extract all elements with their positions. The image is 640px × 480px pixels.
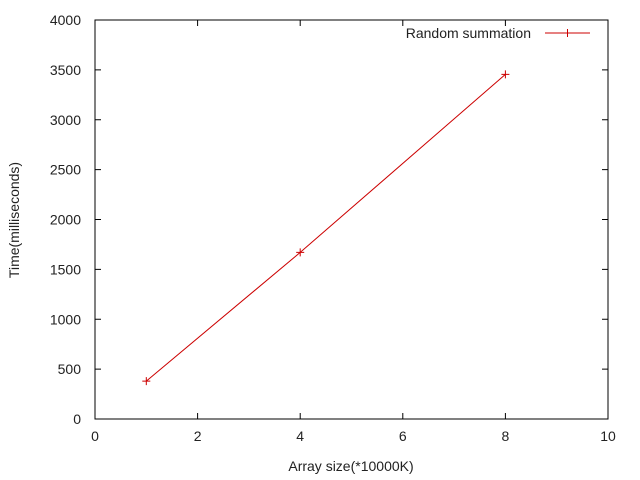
x-axis: 0 2 4 6 8 10: [91, 20, 616, 444]
y-tick-label: 1000: [50, 311, 81, 327]
legend-label-random-summation: Random summation: [406, 25, 531, 41]
y-tick-label: 1500: [50, 261, 81, 277]
y-tick-label: 0: [73, 411, 81, 427]
x-tick-label: 10: [600, 428, 616, 444]
x-axis-title: Array size(*10000K): [288, 458, 413, 474]
data-point: [296, 248, 305, 257]
x-tick-label: 8: [502, 428, 510, 444]
x-tick-label: 6: [399, 428, 407, 444]
y-axis-title: Time(milliseconds): [6, 162, 22, 278]
y-tick-label: 2500: [50, 162, 81, 178]
data-point: [142, 377, 151, 386]
y-tick-label: 500: [58, 361, 82, 377]
x-tick-label: 0: [91, 428, 99, 444]
y-tick-label: 2000: [50, 212, 81, 228]
y-tick-label: 3500: [50, 62, 81, 78]
legend: Random summation: [406, 25, 590, 41]
x-tick-label: 4: [296, 428, 304, 444]
y-tick-label: 3000: [50, 112, 81, 128]
y-axis: 0 500 1000 1500 2000 2500 3000 3500 4000: [50, 12, 608, 427]
data-point: [501, 70, 510, 79]
series-line: [145, 73, 506, 382]
legend-marker-random-summation: [563, 29, 572, 37]
y-tick-label: 4000: [50, 12, 81, 28]
series-layer: [142, 70, 510, 386]
x-tick-label: 2: [194, 428, 202, 444]
